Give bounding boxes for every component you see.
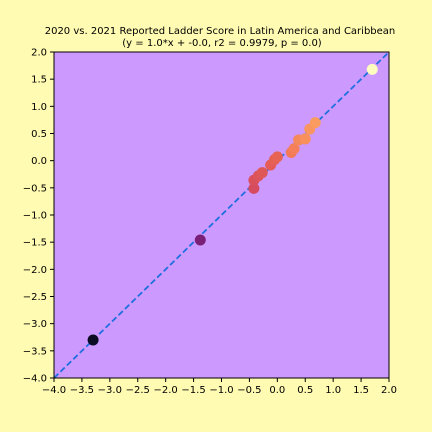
y-tick-label: −2.0	[23, 265, 47, 276]
x-tick-label: −4.0	[42, 385, 66, 396]
y-axis: −4.0 −3.5 −3.0 −2.5 −2.0 −1.5 −1.0 −0.5 0.0 0.5 1.…	[23, 48, 54, 385]
data-point	[256, 167, 268, 179]
data-point	[194, 234, 206, 246]
y-tick-label: −2.5	[23, 292, 47, 303]
y-tick-label: 2.0	[31, 48, 47, 59]
x-tick-label: 0.0	[269, 385, 285, 396]
chart-subtitle: (y = 1.0*x + -0.0, r2 = 0.9979, p = 0.0)	[122, 38, 322, 49]
y-tick-label: −3.0	[23, 319, 47, 330]
data-point	[309, 117, 321, 129]
x-tick-label: −2.0	[154, 385, 178, 396]
x-tick-label: 0.5	[297, 385, 313, 396]
data-point	[248, 182, 260, 194]
data-points	[87, 63, 378, 346]
y-tick-label: 0.0	[31, 156, 47, 167]
y-tick-label: −1.0	[23, 211, 47, 222]
y-tick-label: 0.5	[31, 129, 47, 140]
data-point	[366, 63, 378, 75]
x-axis: −4.0 −3.5 −3.0 −2.5 −2.0 −1.5 −1.0 −0.5 0.0 0.5 1.…	[42, 378, 397, 396]
x-tick-label: −3.5	[70, 385, 94, 396]
data-point	[288, 143, 300, 155]
x-tick-label: 1.0	[325, 385, 341, 396]
x-tick-label: 1.5	[353, 385, 369, 396]
y-tick-label: 1.0	[31, 102, 47, 113]
x-tick-label: −0.5	[237, 385, 261, 396]
data-point	[271, 151, 283, 163]
fit-line	[53, 51, 390, 379]
y-tick-label: −1.5	[23, 238, 47, 249]
x-tick-label: −3.0	[98, 385, 122, 396]
x-tick-label: −2.5	[126, 385, 150, 396]
x-tick-label: −1.0	[209, 385, 233, 396]
plot-frame	[53, 51, 390, 379]
y-tick-label: 1.5	[31, 75, 47, 86]
chart-title: 2020 vs. 2021 Reported Ladder Score in L…	[45, 26, 396, 37]
x-tick-label: 2.0	[381, 385, 397, 396]
data-point	[299, 133, 311, 145]
data-point	[87, 334, 99, 346]
x-tick-label: −1.5	[181, 385, 205, 396]
y-tick-label: −4.0	[23, 374, 47, 385]
y-tick-label: −3.5	[23, 346, 47, 357]
y-tick-label: −0.5	[23, 183, 47, 194]
